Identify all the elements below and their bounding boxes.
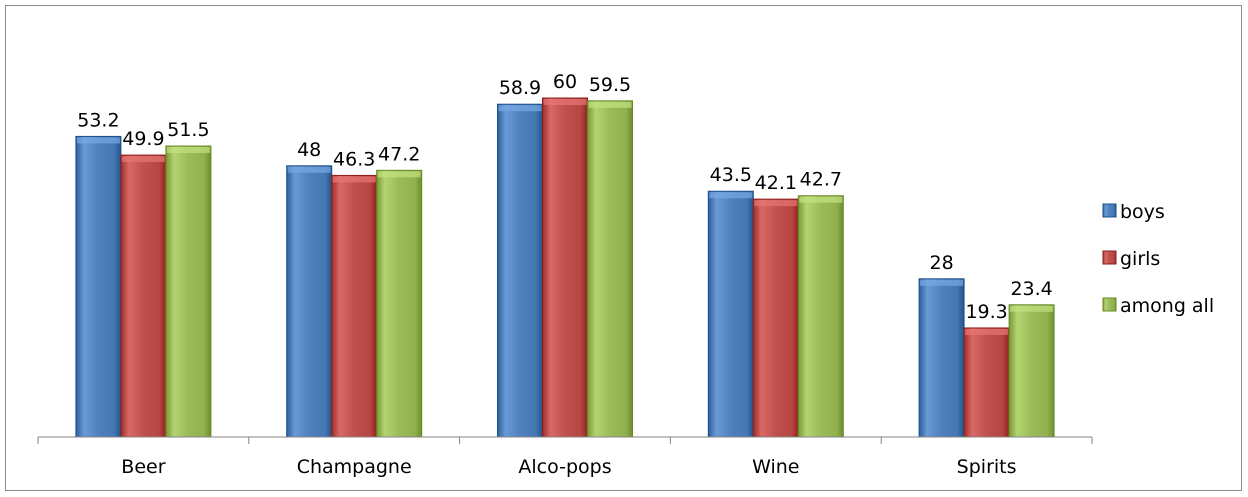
bars-layer	[75, 97, 1055, 438]
bar-girls-alco-pops	[542, 97, 588, 438]
bar-boys-alco-pops	[497, 103, 543, 438]
bar-highlight	[754, 200, 798, 207]
bar-highlight	[121, 156, 165, 163]
bar-highlight	[543, 99, 587, 105]
bar-boys-champagne	[286, 165, 333, 438]
data-label: 48	[297, 139, 321, 161]
bar-highlight	[1010, 305, 1054, 312]
bar-highlight	[76, 137, 120, 144]
data-label: 58.9	[499, 77, 541, 99]
bar-among-all-beer	[165, 145, 212, 438]
legend-label: among all	[1120, 295, 1214, 317]
data-label: 59.5	[589, 74, 631, 96]
bar-highlight	[166, 147, 210, 154]
data-label: 60	[553, 71, 577, 93]
bar-highlight	[588, 101, 632, 108]
data-label: 42.7	[800, 169, 842, 191]
data-label: 43.5	[710, 164, 752, 186]
bar-highlight	[287, 166, 331, 173]
bar-boys-spirits	[918, 278, 965, 438]
data-label: 19.3	[965, 301, 1007, 323]
bar-among-all-alco-pops	[587, 100, 633, 438]
bar-among-all-spirits	[1008, 304, 1055, 438]
bar-highlight	[498, 105, 542, 112]
data-label: 53.2	[77, 109, 119, 131]
legend-swatch	[1102, 203, 1117, 218]
bar-highlight	[332, 176, 376, 183]
data-label: 23.4	[1010, 278, 1052, 300]
x-tick-label: Alco-pops	[518, 456, 611, 478]
legend: boys girls among all	[1102, 201, 1214, 317]
bar-highlight	[799, 196, 843, 203]
x-axis: Beer Champagne Alco-pops Wine Spirits	[37, 436, 1093, 478]
x-tick-label: Beer	[121, 456, 165, 478]
bar-boys-beer	[75, 135, 122, 438]
data-label: 28	[930, 252, 954, 274]
bar-boys-wine	[707, 190, 754, 438]
bar-highlight	[377, 171, 421, 178]
bar-girls-wine	[752, 198, 799, 438]
legend-swatch	[1102, 250, 1117, 265]
bar-among-all-champagne	[376, 169, 423, 438]
data-label: 42.1	[755, 172, 797, 194]
data-label: 46.3	[333, 148, 375, 170]
legend-label: boys	[1120, 201, 1165, 223]
data-label: 47.2	[378, 143, 420, 165]
bar-girls-spirits	[963, 327, 1010, 438]
x-tick-label: Wine	[752, 456, 799, 478]
legend-swatch	[1102, 297, 1117, 312]
bar-girls-beer	[120, 154, 167, 438]
legend-label: girls	[1120, 248, 1160, 270]
x-tick-label: Champagne	[297, 456, 412, 478]
data-label: 49.9	[122, 128, 164, 150]
data-label: 51.5	[167, 119, 209, 141]
data-labels-layer: 53.249.9 51.5 48 46.3 47.2 58.9 60 59.5 43.5 42.1…	[77, 71, 1053, 323]
bar-highlight	[965, 328, 1009, 335]
x-tick-label: Spirits	[957, 456, 1017, 478]
bar-highlight	[709, 192, 753, 199]
bar-highlight	[920, 279, 964, 286]
bar-among-all-wine	[797, 195, 844, 438]
bar-girls-champagne	[331, 174, 378, 438]
